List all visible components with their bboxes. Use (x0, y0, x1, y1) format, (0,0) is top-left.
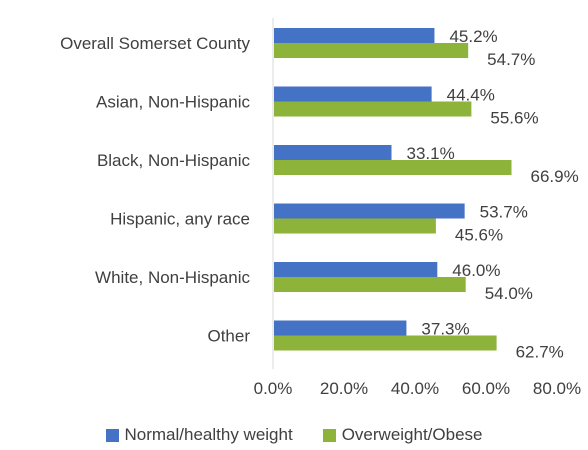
legend-item-overweight: Overweight/Obese (322, 425, 483, 445)
legend-label-normal: Normal/healthy weight (124, 425, 293, 444)
data-label: 37.3% (421, 320, 469, 339)
bar-normal-weight (274, 262, 438, 277)
category-label: Overall Somerset County (60, 34, 250, 53)
bar-overweight-obese (274, 101, 472, 117)
legend-swatch-overweight (322, 428, 336, 442)
category-label: Hispanic, any race (110, 210, 250, 229)
bar-overweight-obese (274, 218, 436, 234)
category-label: Other (207, 327, 250, 346)
data-label: 54.7% (487, 50, 535, 69)
bar-normal-weight (274, 203, 465, 219)
category-label: Black, Non-Hispanic (97, 151, 251, 170)
x-tick-label: 20.0% (320, 379, 368, 398)
x-tick-label: 0.0% (254, 379, 293, 398)
data-label: 54.0% (485, 284, 533, 303)
x-axis-ticks: 0.0% 20.0% 40.0% 60.0% 80.0% (254, 379, 581, 398)
legend-label-overweight: Overweight/Obese (341, 425, 483, 444)
data-label: 66.9% (530, 167, 578, 186)
x-tick-label: 80.0% (533, 379, 581, 398)
data-label: 45.2% (449, 27, 497, 46)
data-label: 62.7% (516, 343, 564, 362)
data-label: 46.0% (452, 261, 500, 280)
bars (274, 28, 512, 351)
category-label: White, Non-Hispanic (95, 268, 250, 287)
x-tick-label: 60.0% (462, 379, 510, 398)
legend-swatch-normal (105, 428, 119, 442)
data-label: 44.4% (447, 86, 495, 105)
bar-normal-weight (274, 86, 432, 102)
bar-normal-weight (274, 28, 435, 43)
category-labels: Overall Somerset County Asian, Non-Hispan… (60, 34, 250, 346)
bar-overweight-obese (274, 277, 466, 292)
category-label: Asian, Non-Hispanic (96, 93, 251, 112)
x-tick-label: 40.0% (391, 379, 439, 398)
data-label: 53.7% (480, 203, 528, 222)
bar-overweight-obese (274, 43, 469, 58)
data-label: 55.6% (490, 109, 538, 128)
data-label: 45.6% (455, 226, 503, 245)
legend: Normal/healthy weight Overweight/Obese (0, 425, 588, 445)
data-labels: 45.2% 54.7% 44.4% 55.6% 33.1% 66.9%53.7% 45.6%… (407, 27, 579, 362)
bar-normal-weight (274, 320, 407, 336)
bar-overweight-obese (274, 160, 512, 175)
data-label: 33.1% (407, 144, 455, 163)
bar-overweight-obese (274, 335, 497, 351)
legend-item-normal: Normal/healthy weight (105, 425, 293, 445)
bar-normal-weight (274, 145, 392, 160)
bar-chart: Overall Somerset County Asian, Non-Hispan… (60, 18, 581, 398)
